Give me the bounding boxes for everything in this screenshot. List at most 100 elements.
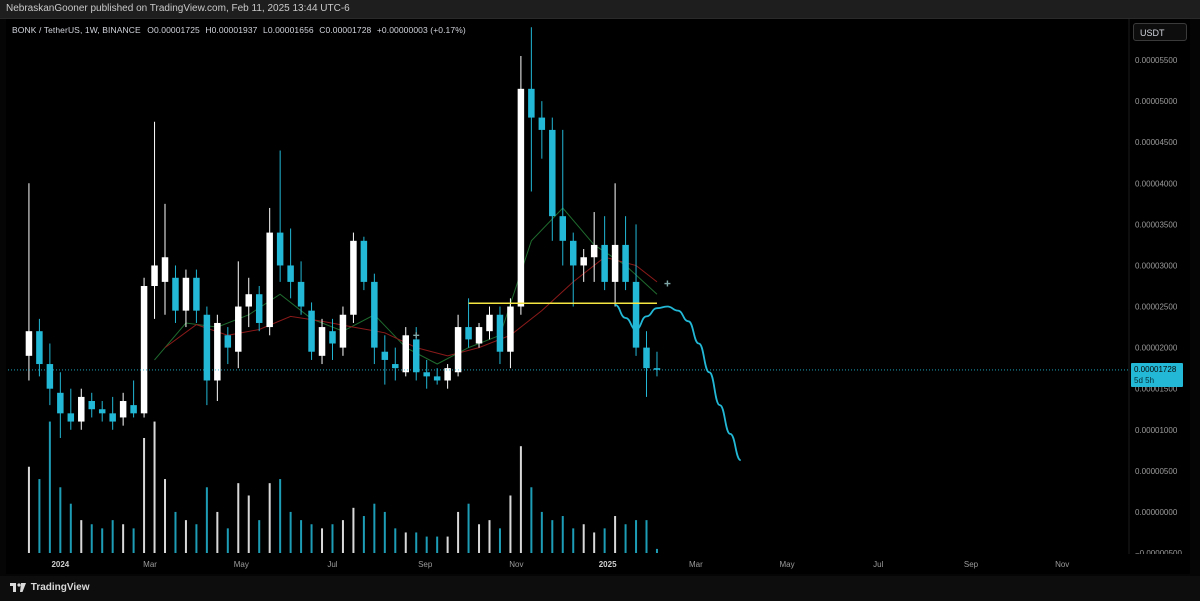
volume-bar bbox=[237, 483, 240, 553]
x-tick-label: May bbox=[780, 560, 795, 569]
price-axis: 0.00005500 0.00005000 0.00004500 0.00004000… bbox=[1128, 19, 1190, 558]
volume-bar bbox=[321, 528, 324, 553]
last-price-label: 0.00001728 5d 5h bbox=[1131, 363, 1183, 387]
volume-bar bbox=[446, 536, 449, 553]
volume-bar bbox=[582, 524, 585, 553]
candle-body bbox=[287, 265, 294, 282]
candle-body bbox=[496, 314, 504, 352]
x-tick-label: Sep bbox=[418, 560, 433, 569]
candle-body bbox=[632, 281, 640, 348]
candle-body bbox=[444, 368, 451, 381]
volume-bar bbox=[645, 520, 648, 553]
volume-bars bbox=[27, 421, 658, 553]
volume-bar bbox=[603, 528, 606, 553]
candle-body bbox=[46, 364, 54, 389]
candle-body bbox=[392, 364, 399, 369]
candle-body bbox=[433, 376, 441, 381]
volume-bar bbox=[425, 536, 428, 553]
close-value: 0.00001728 bbox=[325, 25, 372, 35]
candle-body bbox=[57, 392, 64, 414]
volume-bar bbox=[614, 516, 617, 553]
projection-path bbox=[614, 304, 742, 462]
volume-bar bbox=[174, 511, 177, 553]
candle-body bbox=[517, 88, 525, 307]
y-tick-label: −0.00000500 bbox=[1135, 549, 1182, 558]
y-tick-label: 0.00001000 bbox=[1135, 426, 1178, 435]
candle-body bbox=[172, 277, 179, 311]
volume-bar bbox=[247, 495, 250, 553]
volume-bar bbox=[519, 446, 522, 553]
candle-body bbox=[308, 310, 315, 352]
symbol-legend: BONK / TetherUS, 1W, BINANCE O0.00001725… bbox=[12, 25, 466, 35]
volume-bar bbox=[310, 524, 313, 553]
candle-body bbox=[329, 331, 336, 344]
cross-marker bbox=[413, 332, 420, 339]
drawings bbox=[8, 280, 1128, 462]
candle-body bbox=[611, 244, 619, 282]
candle-body bbox=[381, 351, 389, 360]
price-axis-panel bbox=[1129, 19, 1190, 554]
candle-body bbox=[402, 335, 410, 373]
volume-bar bbox=[457, 511, 460, 553]
volume-bar bbox=[143, 437, 146, 553]
candle-body bbox=[601, 244, 608, 282]
volume-bar bbox=[362, 516, 365, 553]
volume-bar bbox=[48, 421, 51, 553]
chart-pane[interactable] bbox=[6, 19, 1190, 574]
volume-bar bbox=[383, 511, 386, 553]
candle-body bbox=[182, 277, 190, 311]
volume-bar bbox=[122, 524, 125, 553]
y-tick-label: 0.00002500 bbox=[1135, 303, 1178, 312]
candle-body bbox=[140, 286, 148, 414]
volume-bar bbox=[624, 524, 627, 553]
candle-body bbox=[622, 244, 629, 282]
candle-body bbox=[214, 322, 221, 381]
y-tick-label: 0.00004500 bbox=[1135, 138, 1178, 147]
x-tick-label: Jul bbox=[873, 560, 883, 569]
candle-body bbox=[119, 401, 127, 418]
candle-body bbox=[538, 117, 546, 130]
y-tick-label: 0.00005000 bbox=[1135, 97, 1178, 106]
volume-bar bbox=[540, 511, 543, 553]
candle-body bbox=[528, 88, 535, 118]
volume-bar bbox=[404, 532, 407, 553]
currency-button[interactable]: USDT bbox=[1133, 23, 1187, 41]
volume-bar bbox=[164, 479, 167, 553]
volume-bar bbox=[216, 511, 219, 553]
volume-bar bbox=[415, 532, 418, 553]
candle-body bbox=[423, 372, 430, 377]
candle-body bbox=[653, 368, 661, 370]
tradingview-logo-icon bbox=[10, 582, 26, 592]
candle-body bbox=[339, 314, 347, 348]
volume-bar bbox=[394, 528, 397, 553]
footer: TradingView bbox=[0, 576, 1200, 601]
candle-body bbox=[109, 413, 116, 422]
low-value: 0.00001656 bbox=[267, 25, 314, 35]
volume-bar bbox=[561, 516, 564, 553]
volume-bar bbox=[478, 524, 481, 553]
candle-body bbox=[475, 327, 483, 344]
candle-body bbox=[276, 232, 284, 266]
candle-body bbox=[643, 347, 650, 369]
volume-bar bbox=[59, 487, 62, 553]
y-tick-label: 0.00003000 bbox=[1135, 261, 1178, 270]
low-label: L bbox=[262, 25, 268, 35]
change-value: +0.00000003 (+0.17%) bbox=[376, 25, 466, 35]
x-tick-label: May bbox=[234, 560, 249, 569]
candle-body bbox=[98, 409, 106, 414]
close-label: C bbox=[319, 25, 326, 35]
x-tick-label: 2025 bbox=[599, 560, 617, 569]
bar-countdown: 5d 5h bbox=[1134, 376, 1155, 385]
volume-bar bbox=[132, 528, 135, 553]
tradingview-brand[interactable]: TradingView bbox=[10, 582, 90, 593]
candle-body bbox=[590, 244, 598, 258]
volume-bar bbox=[184, 520, 187, 553]
candle-body bbox=[454, 327, 462, 373]
volume-bar bbox=[289, 511, 292, 553]
x-tick-label: Mar bbox=[143, 560, 157, 569]
candle-body bbox=[151, 265, 158, 286]
candles bbox=[25, 27, 661, 438]
candle-body bbox=[235, 306, 242, 352]
candle-body bbox=[224, 335, 232, 348]
